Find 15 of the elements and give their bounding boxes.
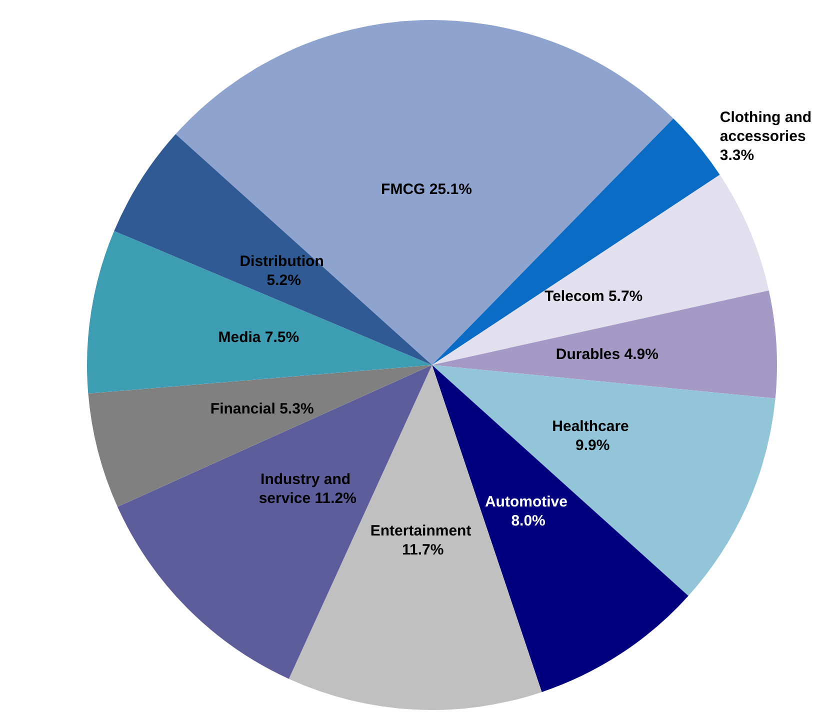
slice-label: Financial 5.3% [210, 400, 314, 418]
slice-label: Clothing and accessories [720, 108, 816, 145]
data-label: 9.9% [576, 436, 610, 454]
slice-label: Entertainment [370, 522, 476, 540]
slice-label: Telecom 5.7% [544, 288, 643, 306]
slice-label: Durables 4.9% [556, 346, 658, 363]
data-label: 11.7% [402, 541, 444, 558]
slice-label: Media 7.5% [218, 328, 300, 346]
data-label: 5.2% [266, 272, 301, 289]
slice-label: FMCG 25.1% [381, 181, 472, 198]
data-label: 3.3% [720, 146, 754, 164]
slice-label: Industry and service 11.2% [258, 470, 356, 507]
slice-label: Automotive [484, 494, 572, 511]
data-label: 8.0% [511, 512, 546, 530]
slice-label: Healthcare [552, 418, 634, 435]
